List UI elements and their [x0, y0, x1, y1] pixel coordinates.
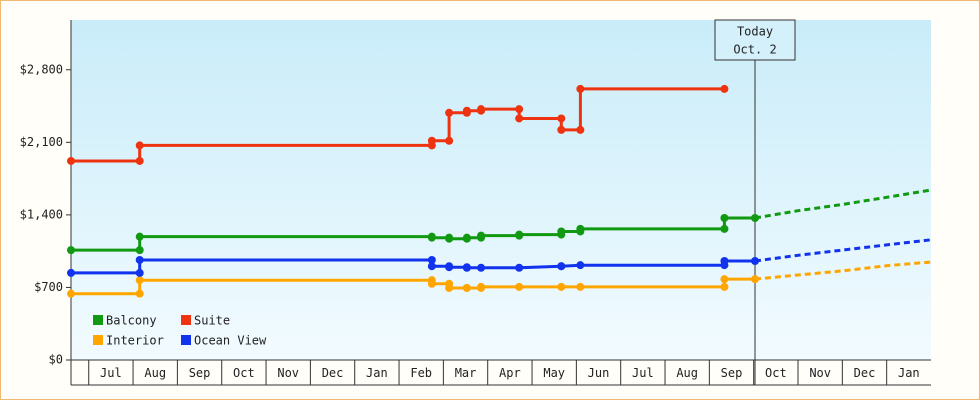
point	[445, 136, 454, 145]
point	[135, 255, 144, 264]
point	[557, 262, 566, 271]
point	[462, 106, 471, 115]
point	[67, 268, 75, 277]
legend-swatch	[181, 335, 191, 345]
point	[576, 282, 585, 291]
point	[445, 108, 454, 117]
point	[427, 262, 436, 271]
point	[67, 246, 75, 255]
x-tick-label: Oct	[765, 366, 787, 380]
x-tick-label: Sep	[721, 366, 743, 380]
x-tick-label: Oct	[233, 366, 255, 380]
x-tick-label: Nov	[809, 366, 831, 380]
point	[135, 141, 144, 150]
today-label: Today	[737, 25, 773, 39]
point	[135, 268, 144, 277]
point	[445, 263, 454, 272]
point	[135, 289, 144, 298]
point	[135, 232, 144, 241]
point	[135, 156, 144, 165]
point	[557, 125, 566, 134]
y-tick-label: $1,400	[20, 207, 63, 221]
point	[515, 230, 524, 239]
point	[477, 231, 486, 240]
x-tick-label: Mar	[455, 366, 477, 380]
today-box	[714, 19, 796, 61]
point	[462, 283, 471, 292]
series-line	[71, 277, 755, 296]
point	[477, 263, 486, 272]
y-tick-label: $2,800	[20, 62, 63, 76]
legend-label: Suite	[194, 314, 230, 328]
x-tick-label: Aug	[676, 366, 698, 380]
y-tick-label: $0	[49, 353, 63, 367]
point	[720, 257, 729, 266]
plot-area	[71, 20, 931, 360]
x-tick-label: Jul	[100, 366, 122, 380]
point	[67, 156, 75, 165]
point	[557, 114, 566, 123]
legend-swatch	[93, 315, 103, 325]
x-tick-label: Jun	[588, 366, 610, 380]
point	[462, 233, 471, 242]
point	[445, 283, 454, 292]
legend-label: Balcony	[106, 314, 157, 328]
x-tick-label: Jan	[898, 366, 920, 380]
legend-label: Ocean View	[194, 334, 267, 348]
point	[751, 213, 760, 222]
point	[720, 282, 729, 291]
point	[720, 275, 729, 284]
point	[462, 263, 471, 272]
point	[427, 279, 436, 288]
y-tick-label: $700	[34, 280, 63, 294]
point	[515, 105, 524, 114]
y-tick-label: $2,100	[20, 135, 63, 149]
point	[751, 275, 760, 284]
point	[515, 282, 524, 291]
point	[576, 224, 585, 233]
x-tick-label: Feb	[410, 366, 432, 380]
legend-swatch	[93, 335, 103, 345]
point	[720, 224, 729, 233]
x-tick-label: Aug	[144, 366, 166, 380]
x-tick-label: Apr	[499, 366, 521, 380]
x-tick-label: Dec	[322, 366, 344, 380]
today-label: Oct. 2	[733, 43, 776, 57]
point	[720, 84, 729, 93]
x-tick-label: Dec	[854, 366, 876, 380]
point	[515, 114, 524, 123]
legend-swatch	[181, 315, 191, 325]
point	[751, 257, 760, 266]
point	[427, 255, 436, 264]
point	[67, 289, 75, 298]
x-tick-label: Sep	[189, 366, 211, 380]
point	[576, 84, 585, 93]
point	[477, 105, 486, 114]
point	[427, 136, 436, 145]
x-tick-label: Jan	[366, 366, 388, 380]
point	[515, 263, 524, 272]
point	[720, 213, 729, 222]
point	[427, 233, 436, 242]
point	[445, 234, 454, 243]
point	[576, 125, 585, 134]
x-tick-label: Nov	[277, 366, 299, 380]
point	[135, 246, 144, 255]
point	[576, 261, 585, 270]
point	[557, 282, 566, 291]
point	[135, 276, 144, 285]
point	[477, 282, 486, 291]
x-tick-label: May	[543, 366, 565, 380]
point	[557, 227, 566, 236]
x-tick-label: Jul	[632, 366, 654, 380]
legend-label: Interior	[106, 334, 164, 348]
